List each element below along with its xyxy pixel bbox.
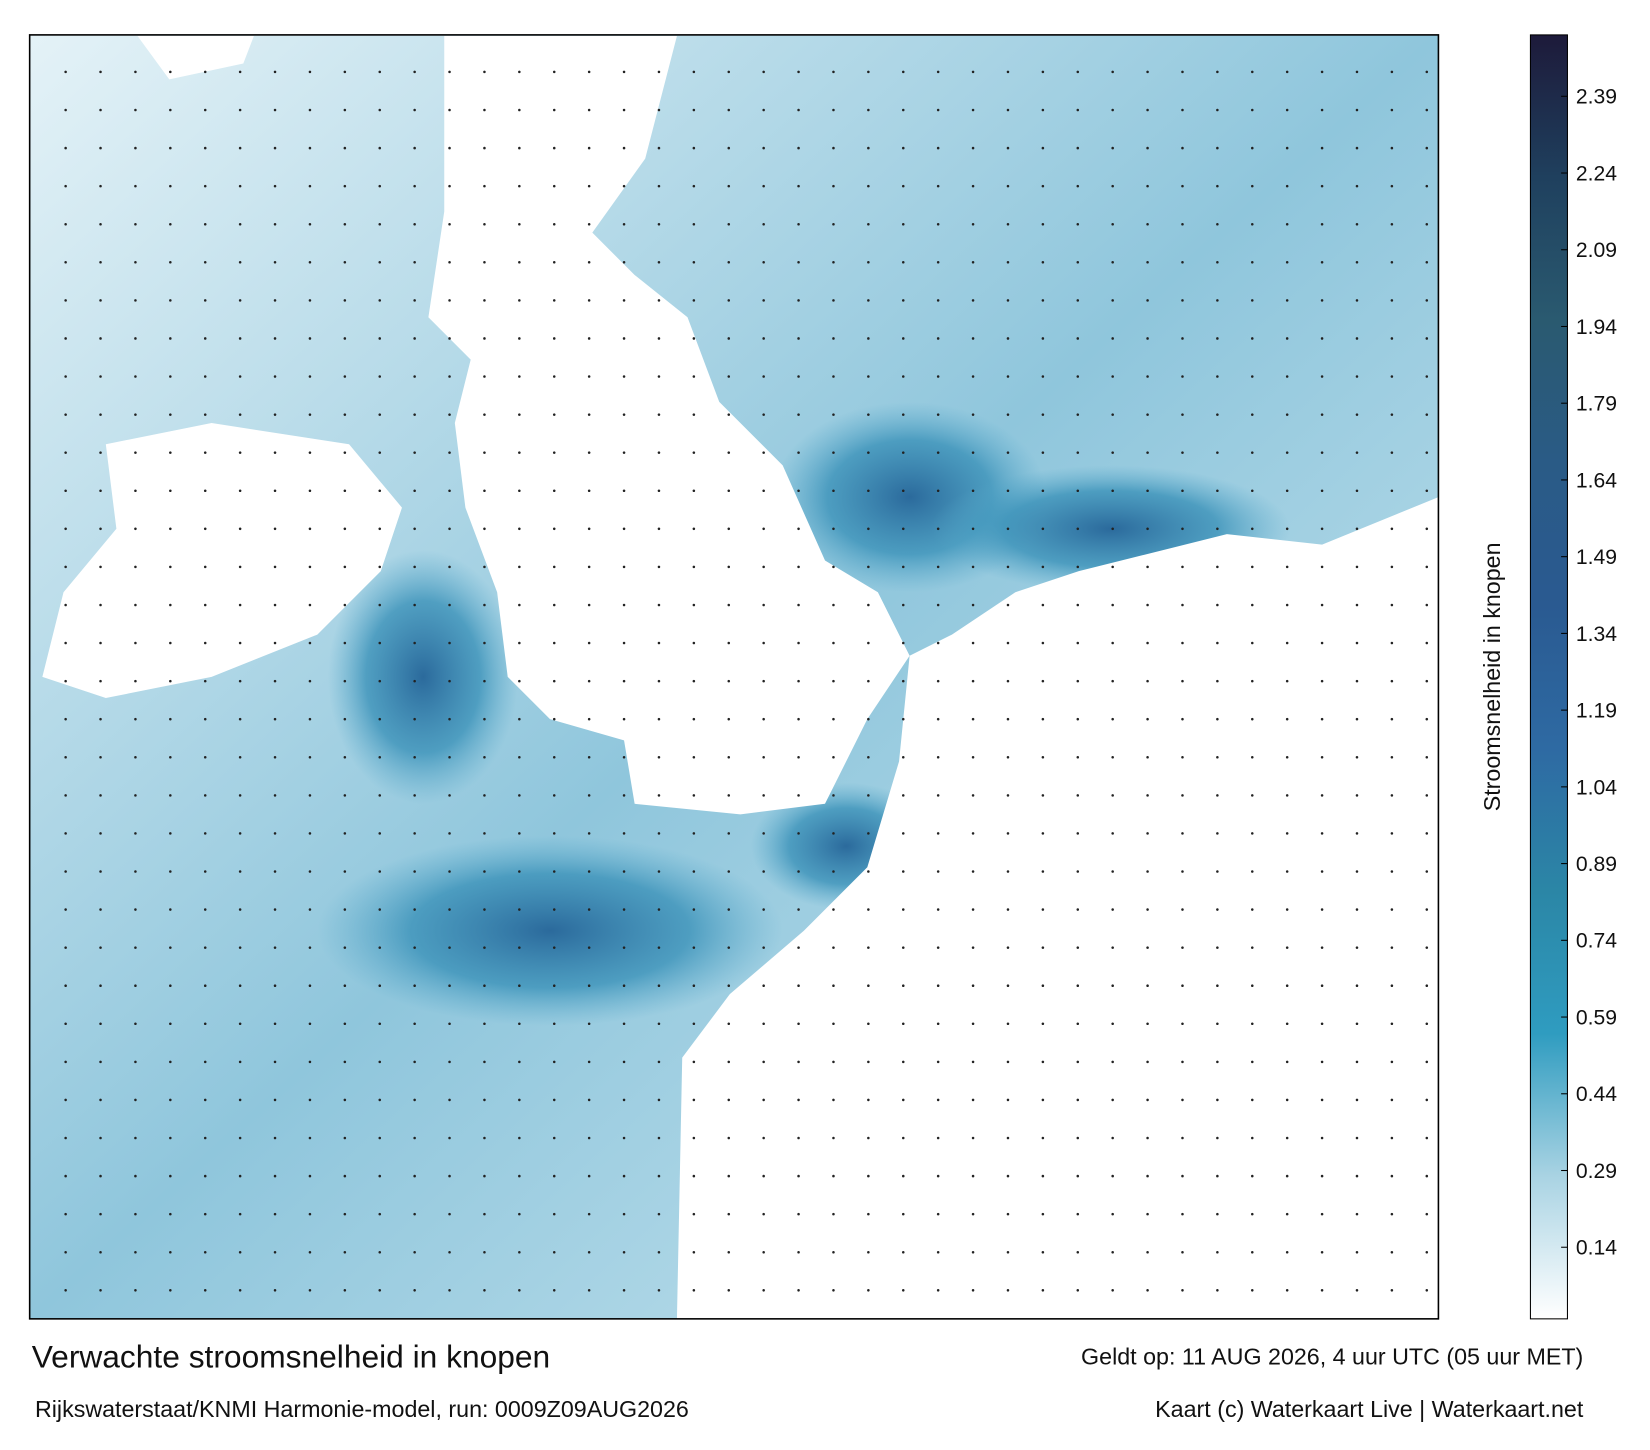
colorbar-tick-label: 1.04 xyxy=(1576,776,1617,799)
valid-time: Geldt op: 11 AUG 2026, 4 uur UTC (05 uur… xyxy=(1081,1343,1583,1369)
colorbar-tick-label: 0.89 xyxy=(1576,853,1617,876)
credit: Kaart (c) Waterkaart Live | Waterkaart.n… xyxy=(1155,1396,1584,1422)
colorbar-tick-label: 0.59 xyxy=(1576,1006,1617,1029)
map-frame xyxy=(28,34,1440,1320)
colorbar-tick-label: 1.49 xyxy=(1576,546,1617,569)
colorbar-tick-label: 1.19 xyxy=(1576,700,1617,723)
map-area xyxy=(29,34,1439,1319)
colorbar-tick-label: 2.09 xyxy=(1576,239,1617,262)
colorbar-label: Stroomsnelheid in knopen xyxy=(1479,542,1505,811)
colorbar-tick-label: 2.39 xyxy=(1576,86,1617,109)
colorbar-tick-label: 1.79 xyxy=(1576,393,1617,416)
colorbar-tick-label: 2.24 xyxy=(1576,162,1617,185)
subtitle: Rijkswaterstaat/KNMI Harmonie-model, run… xyxy=(35,1396,689,1422)
grid-dots xyxy=(64,70,1429,1292)
colorbar-tick-label: 1.94 xyxy=(1576,316,1617,339)
colorbar-tick-label: 0.29 xyxy=(1576,1160,1617,1183)
land xyxy=(42,35,1439,1319)
current-zone xyxy=(327,549,519,804)
colorbar-tick-label: 1.64 xyxy=(1576,469,1617,492)
colorbar xyxy=(1529,34,1568,1320)
colorbar-tick-label: 0.44 xyxy=(1576,1083,1617,1106)
colorbar-tick-label: 1.34 xyxy=(1576,623,1617,646)
colorbar-tick-label: 0.14 xyxy=(1576,1237,1617,1260)
colorbar-tick-label: 0.74 xyxy=(1576,930,1617,953)
title: Verwachte stroomsnelheid in knopen xyxy=(32,1339,550,1375)
current-zone xyxy=(317,835,783,1026)
